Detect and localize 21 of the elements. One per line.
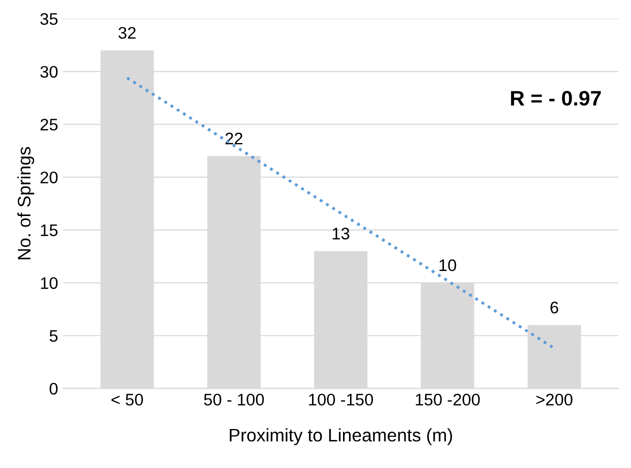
y-tick-label: 15 xyxy=(40,224,58,236)
x-tick-label: < 50 xyxy=(112,394,143,406)
x-axis-title: Proximity to Lineaments (m) xyxy=(230,428,452,446)
y-tick-label: 25 xyxy=(40,118,58,131)
y-tick-label: 5 xyxy=(50,330,58,342)
y-tick-label: 35 xyxy=(40,13,58,25)
data-label: 10 xyxy=(440,259,456,272)
data-label: 6 xyxy=(550,302,558,314)
data-label: 13 xyxy=(332,228,350,240)
data-label: 22 xyxy=(226,132,242,144)
x-tick-label: 150 -200 xyxy=(416,394,480,406)
y-tick-label: 30 xyxy=(40,66,58,78)
y-tick-label: 10 xyxy=(40,277,58,290)
data-label: 32 xyxy=(118,26,136,39)
x-tick-label: 100 -150 xyxy=(309,394,373,406)
annotation: R = - 0.97 xyxy=(511,90,601,106)
x-tick-label: 50 - 100 xyxy=(204,394,264,406)
y-tick-label: 20 xyxy=(40,172,58,184)
y-tick-label: 0 xyxy=(50,382,58,395)
y-axis-title: No. of Springs xyxy=(17,147,34,260)
x-tick-label: >200 xyxy=(536,394,572,406)
